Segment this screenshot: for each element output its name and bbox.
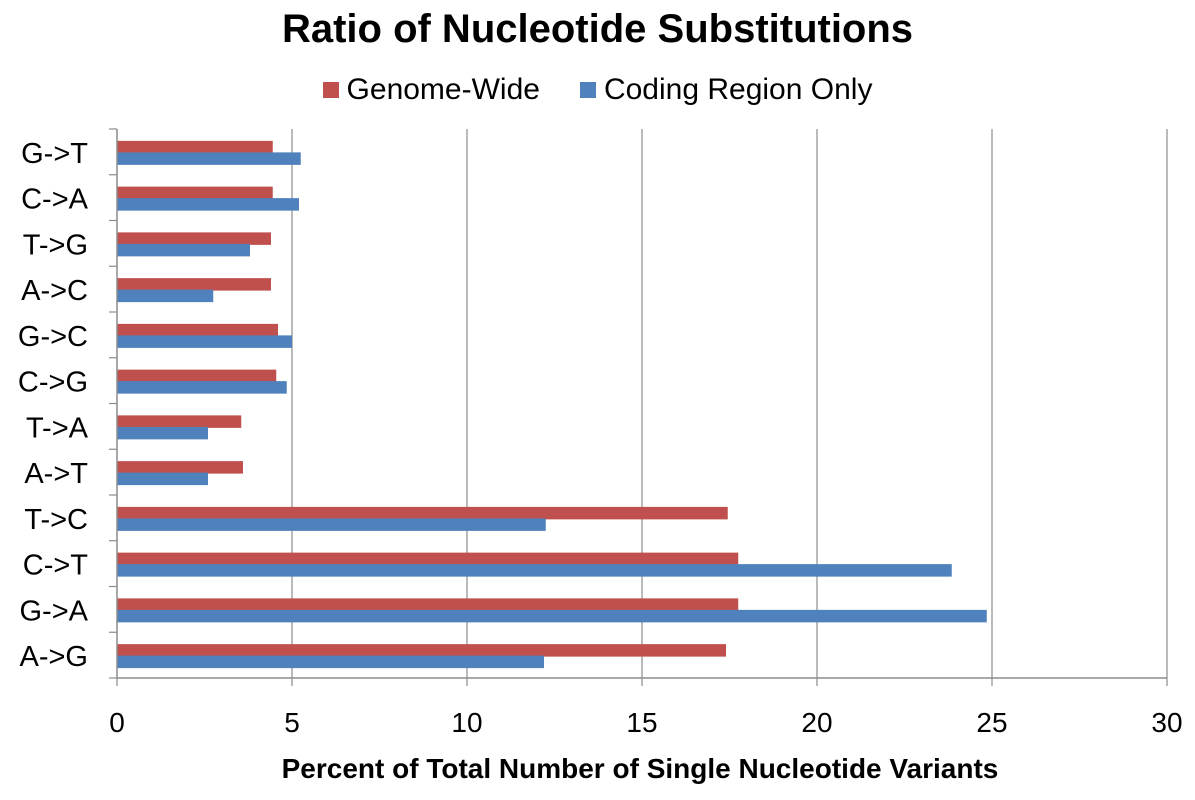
x-tick-label-30: 30 <box>1151 707 1182 738</box>
bar-coding-region-only-t-to-c <box>117 518 546 531</box>
bar-genome-wide-a-to-t <box>117 461 243 474</box>
x-tick-label-0: 0 <box>109 707 125 738</box>
y-tick-label-g-to-a: G->A <box>20 595 89 627</box>
legend-swatch-genome-wide <box>322 82 339 98</box>
bar-genome-wide-c-to-a <box>117 186 273 200</box>
bar-genome-wide-g-to-c <box>117 323 278 337</box>
x-tick-label-15: 15 <box>626 707 657 738</box>
legend-item-genome-wide: Genome-Wide <box>322 73 540 107</box>
y-tick-label-a-to-g: A->G <box>20 641 89 673</box>
bar-coding-region-only-g-to-t <box>117 152 301 165</box>
x-tick-label-10: 10 <box>451 707 482 738</box>
legend-item-coding-region-only: Coding Region Only <box>579 73 873 107</box>
bar-genome-wide-t-to-g <box>117 232 271 245</box>
bar-genome-wide-c-to-g <box>117 369 277 383</box>
legend-label-coding-region-only: Coding Region Only <box>603 73 873 106</box>
bar-coding-region-only-c-to-t <box>117 564 952 577</box>
x-tick-label-5: 5 <box>284 707 300 738</box>
x-tick-label-20: 20 <box>801 707 832 738</box>
chart-title: Ratio of Nucleotide Substitutions <box>281 7 914 51</box>
x-axis-title: Percent of Total Number of Single Nucleo… <box>281 753 999 784</box>
y-tick-label-a-to-c: A->C <box>21 275 88 307</box>
y-tick-label-t-to-a: T->A <box>26 412 89 444</box>
bar-coding-region-only-g-to-a <box>117 609 987 623</box>
y-tick-label-c-to-g: C->G <box>18 367 88 399</box>
y-tick-label-c-to-t: C->T <box>23 550 89 582</box>
y-tick-label-a-to-t: A->T <box>24 458 88 490</box>
bar-genome-wide-g-to-t <box>117 140 273 154</box>
bar-coding-region-only-g-to-c <box>117 335 292 348</box>
y-tick-label-t-to-g: T->G <box>23 229 88 261</box>
legend: Genome-Wide Coding Region Only <box>0 70 1195 110</box>
bar-coding-region-only-a-to-g <box>117 655 544 669</box>
bar-coding-region-only-t-to-g <box>117 243 250 257</box>
bar-coding-region-only-a-to-c <box>117 289 214 303</box>
y-tick-label-g-to-t: G->T <box>21 138 88 170</box>
bar-coding-region-only-c-to-a <box>117 198 299 211</box>
legend-swatch-coding-region-only <box>579 82 596 98</box>
bar-coding-region-only-t-to-a <box>117 426 208 440</box>
bar-coding-region-only-a-to-t <box>117 472 208 486</box>
bar-genome-wide-a-to-g <box>117 644 726 657</box>
bar-genome-wide-t-to-a <box>117 415 242 428</box>
y-tick-label-t-to-c: T->C <box>24 504 88 536</box>
bar-coding-region-only-c-to-g <box>117 381 287 394</box>
y-tick-label-g-to-c: G->C <box>18 321 88 353</box>
bar-genome-wide-t-to-c <box>117 506 728 520</box>
x-tick-label-25: 25 <box>976 707 1007 738</box>
bar-genome-wide-a-to-c <box>117 278 271 291</box>
legend-label-genome-wide: Genome-Wide <box>346 73 540 106</box>
bar-genome-wide-c-to-t <box>117 552 739 566</box>
y-tick-label-c-to-a: C->A <box>21 184 89 216</box>
bar-genome-wide-g-to-a <box>117 598 739 611</box>
